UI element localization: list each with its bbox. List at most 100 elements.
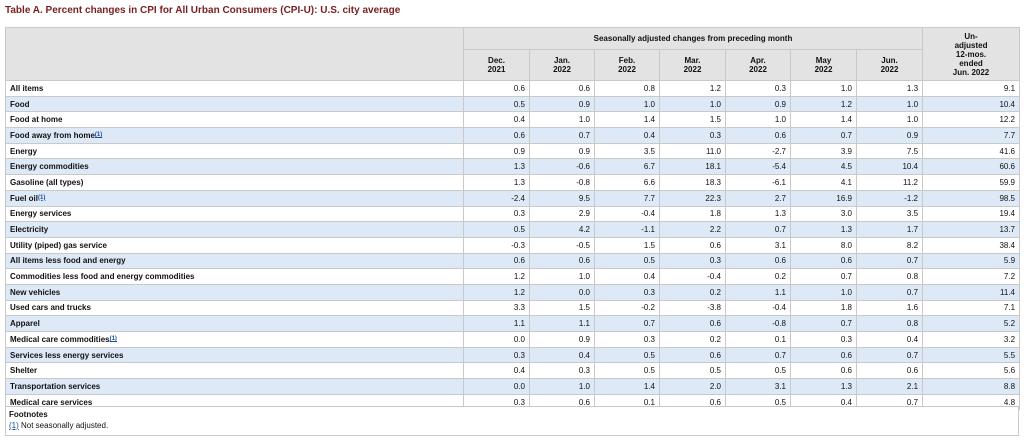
value-cell: 7.2 [922,268,1021,285]
table-row: Apparel 1.1 1.1 0.7 0.6 -0.8 0.7 0.8 5.2 [5,315,1021,332]
table-row: Transportation services 0.0 1.0 1.4 2.0 3.1 1.… [5,378,1021,395]
value-cell: 1.0 [529,378,595,395]
row-label-cell: Medical care commodities(1) [5,331,464,348]
value-cell: 2.7 [725,189,791,207]
value-cell: 1.0 [790,80,857,97]
value-cell: 0.5 [594,362,660,380]
table-row: Utility (piped) gas service -0.3 -0.5 1.5 0.… [5,236,1021,254]
row-label: Utility (piped) gas service [10,240,107,250]
value-cell: 9.5 [529,189,595,207]
footnote-link[interactable]: (1) [9,421,19,430]
row-label: Apparel [10,319,40,329]
value-cell: 1.4 [594,111,660,129]
value-cell: 0.7 [855,346,924,364]
value-cell: 13.7 [922,221,1021,238]
value-cell: 1.0 [659,95,726,113]
footnote-link[interactable]: (1) [109,335,117,342]
value-cell: 1.0 [790,283,857,301]
value-cell: -0.3 [463,236,530,254]
value-cell: 41.6 [922,142,1021,160]
value-cell: 0.7 [725,221,791,238]
value-cell: 0.3 [463,346,530,364]
value-cell: 0.3 [659,127,726,144]
value-cell: 1.2 [659,80,726,97]
table-row: Used cars and trucks 3.3 1.5 -0.2 -3.8 -0.4 1.… [5,299,1021,317]
table-row: All items 0.6 0.6 0.8 1.2 0.3 1.0 1.3 9.1 [5,80,1021,97]
value-cell: 1.0 [529,111,595,129]
row-label-cell: All items [5,80,464,97]
value-cell: -5.4 [725,158,791,176]
value-cell: 2.1 [855,378,924,395]
table-row: Shelter 0.4 0.3 0.5 0.5 0.5 0.6 0.6 5.6 [5,362,1021,380]
value-cell: 0.6 [463,127,530,144]
row-label: Food [10,99,30,109]
value-cell: -1.2 [855,189,924,207]
value-cell: 0.5 [594,252,660,270]
month-label: Apr. [750,56,766,65]
value-cell: 1.4 [594,378,660,395]
row-label: New vehicles [10,287,61,297]
value-cell: 1.3 [790,378,857,395]
row-label: Food at home [10,115,63,125]
value-cell: 0.7 [790,268,857,285]
value-cell: 0.7 [594,315,660,332]
value-cell: 16.9 [790,189,857,207]
value-cell: 3.5 [855,205,924,223]
value-cell: 0.4 [463,111,530,129]
table-row: Electricity 0.5 4.2 -1.1 2.2 0.7 1.3 1.7 13.7 [5,221,1021,238]
value-cell: 0.0 [463,378,530,395]
value-cell: 1.0 [529,268,595,285]
value-cell: -2.7 [725,142,791,160]
unadjusted-line: 12-mos. [955,49,987,59]
table-row: Commodities less food and energy commodi… [5,268,1021,285]
month-label: May [815,56,832,65]
row-label-cell: Gasoline (all types) [5,174,464,191]
month-header: Dec. 2021 [463,49,530,81]
value-cell: 0.3 [463,205,530,223]
value-cell: 19.4 [922,205,1021,223]
value-cell: 0.5 [659,362,726,380]
value-cell: 1.2 [463,283,530,301]
value-cell: 5.2 [922,315,1021,332]
value-cell: 2.0 [659,378,726,395]
table-row: Energy 0.9 0.9 3.5 11.0 -2.7 3.9 7.5 41.6 [5,142,1021,160]
unadjusted-line: adjusted [954,40,988,50]
value-cell: 60.6 [922,158,1021,176]
value-cell: -0.4 [594,205,660,223]
value-cell: 0.7 [790,127,857,144]
row-label-cell: Used cars and trucks [5,299,464,317]
value-cell: 0.7 [529,127,595,144]
value-cell: 1.6 [855,299,924,317]
row-label: Transportation services [10,381,101,391]
value-cell: 0.9 [463,142,530,160]
value-cell: 22.3 [659,189,726,207]
value-cell: 4.1 [790,174,857,191]
value-cell: 1.4 [790,111,857,129]
value-cell: 3.5 [594,142,660,160]
value-cell: 0.6 [463,252,530,270]
month-label: Mar. [684,56,701,65]
value-cell: 0.3 [790,331,857,348]
unadjusted-line: Jun. 2022 [952,67,990,77]
month-label: Jun. [881,56,898,65]
value-cell: 98.5 [922,189,1021,207]
footnote-link[interactable]: (1) [94,131,103,138]
value-cell: 1.8 [790,299,857,317]
year-label: 2022 [553,65,571,74]
value-cell: 0.8 [594,80,660,97]
value-cell: 3.0 [790,205,857,223]
value-cell: 1.3 [463,158,530,176]
footnote-link[interactable]: (1) [38,194,46,201]
value-cell: 0.6 [463,80,530,97]
value-cell: 0.7 [790,315,857,332]
value-cell: 3.3 [463,299,530,317]
value-cell: 0.7 [855,283,924,301]
value-cell: 1.3 [725,205,791,223]
unadjusted-line: Un- [964,31,978,41]
value-cell: 0.8 [855,268,924,285]
row-label-cell: Shelter [5,362,464,380]
row-label: All items [10,83,44,93]
value-cell: 0.6 [659,315,726,332]
year-label: 2022 [749,65,767,74]
row-label-cell: Services less energy services [5,346,464,364]
